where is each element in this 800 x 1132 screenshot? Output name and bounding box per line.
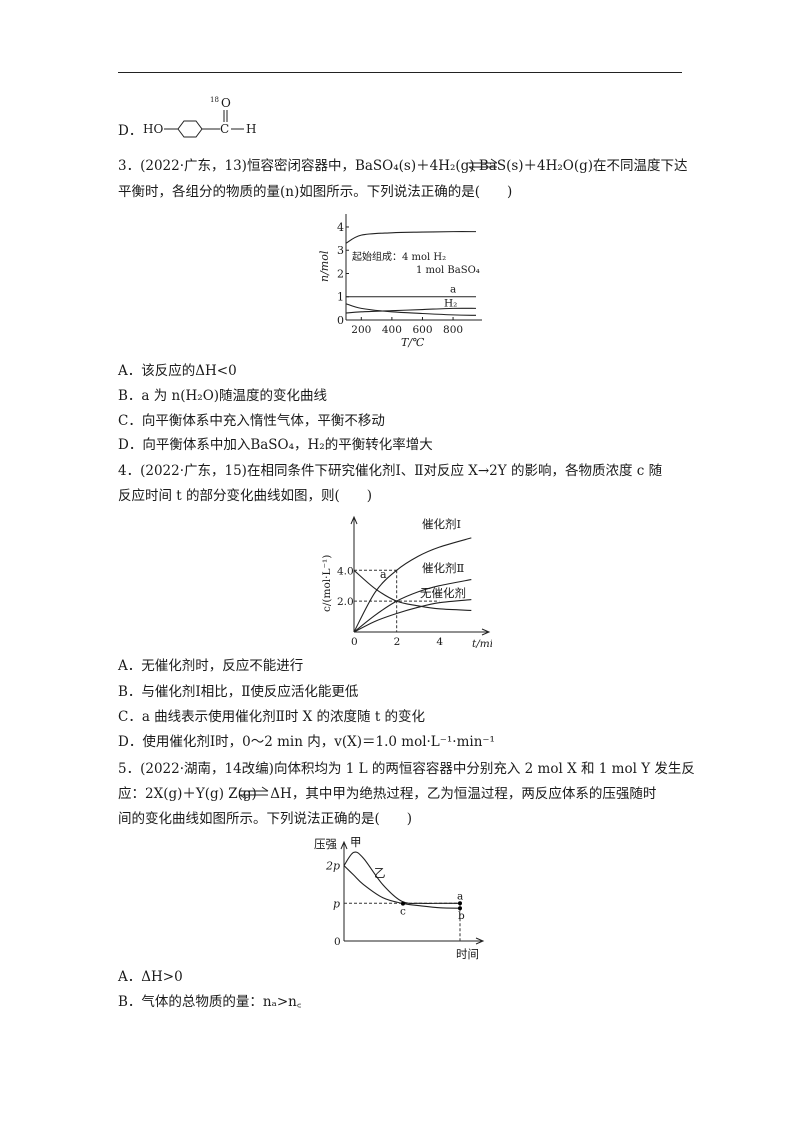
x-axis-title: T/℃ xyxy=(401,336,425,349)
y-axis-title: n/mol xyxy=(318,250,331,282)
q4-line2: 反应时间 t 的部分变化曲线如图，则( ) xyxy=(118,488,373,504)
q4-option-a: A．无催化剂时，反应不能进行 xyxy=(118,658,304,674)
q2-option-d-label: D． xyxy=(118,123,143,139)
series-label-cat1: 催化剂Ⅰ xyxy=(422,517,461,531)
series-line-0 xyxy=(345,231,477,244)
x-tick-label: 400 xyxy=(382,324,402,336)
series-label-cat2: 催化剂Ⅱ xyxy=(422,561,464,575)
series-line-1 xyxy=(353,579,472,633)
y-tick-label: 3 xyxy=(337,244,344,257)
y-tick-label: 4 xyxy=(337,221,344,234)
y-tick-0: 0 xyxy=(334,936,341,948)
header-rule xyxy=(118,72,682,73)
x-tick-label: 600 xyxy=(412,324,432,336)
q3-option-d: D．向平衡体系中加入BaSO₄，H₂的平衡转化率增大 xyxy=(118,437,433,453)
q3-line1: 3．(2022·广东，13)恒容密闭容器中，BaSO₄(s)＋4H₂(g) Ba… xyxy=(118,158,688,174)
series-line-0 xyxy=(343,851,460,904)
series-line-3 xyxy=(353,569,472,611)
y-tick-p: p xyxy=(333,897,340,910)
y-tick-label: 0 xyxy=(337,314,344,327)
y-axis-title: c/(mol·L⁻¹) xyxy=(321,555,333,612)
series-label-jia: 甲 xyxy=(350,835,362,849)
point-label-c: c xyxy=(400,906,406,918)
y-axis-arrow xyxy=(350,515,358,525)
x-axis-arrow xyxy=(481,628,491,636)
struct-o: O xyxy=(221,96,231,110)
equilibrium-arrow-2 xyxy=(239,786,269,800)
series-label-h2: H₂ xyxy=(444,298,457,310)
point-label-b: b xyxy=(458,910,465,922)
series-line-2 xyxy=(345,303,477,316)
x-tick-label: 0 xyxy=(351,636,358,648)
y-axis-arrow xyxy=(340,840,348,850)
series-line-1 xyxy=(343,865,461,909)
x-axis-title: t/min xyxy=(472,638,492,650)
y-tick-label: 4.0 xyxy=(337,565,354,577)
q4-option-c: C．a 曲线表示使用催化剂Ⅱ时 X 的浓度随 t 的变化 xyxy=(118,709,426,725)
chart-c-vs-t: 2.0 4.0 0 2 4 t/min c/(mol·L⁻¹) 催化剂Ⅰ 催化剂Ⅱ 无催化剂 a xyxy=(321,515,492,650)
x-tick-label: 800 xyxy=(443,324,463,336)
q3-option-a: A．该反应的ΔH<0 xyxy=(118,363,237,379)
point-a xyxy=(458,901,462,906)
benzene-ring xyxy=(177,120,203,138)
point-b xyxy=(458,906,462,911)
struct-ho: HO xyxy=(143,122,163,136)
x-axis-title: 时间 xyxy=(456,947,479,961)
q5-option-a: A．ΔH>0 xyxy=(118,969,183,985)
struct-c: C xyxy=(220,122,229,136)
annotation-line1: 起始组成：4 mol H₂ xyxy=(352,250,446,263)
q5-line2: 应：2X(g)＋Y(g) Z(g) ΔH，其中甲为绝热过程，乙为恒温过程，两反应… xyxy=(118,786,657,802)
x-tick-label: 4 xyxy=(436,636,443,648)
y-tick-2p: 2p xyxy=(325,860,340,873)
equilibrium-arrow xyxy=(468,158,498,172)
q3-option-c: C．向平衡体系中充入惰性气体，平衡不移动 xyxy=(118,413,385,429)
q5-line1: 5．(2022·湖南，14改编)向体积均为 1 L 的两恒容容器中分别充入 2 … xyxy=(118,761,695,777)
series-line-3 xyxy=(345,307,477,314)
q5-line3: 间的变化曲线如图所示。下列说法正确的是( ) xyxy=(118,811,413,827)
q3-option-b: B．a 为 n(H₂O)随温度的变化曲线 xyxy=(118,388,328,404)
series-line-2 xyxy=(353,599,472,633)
struct-isotope: 18 xyxy=(210,96,219,104)
y-tick-label: 1 xyxy=(337,291,344,304)
y-tick-label: 2.0 xyxy=(337,596,354,608)
x-tick-label: 200 xyxy=(351,324,371,336)
q4-line1: 4．(2022·广东，15)在相同条件下研究催化剂Ⅰ、Ⅱ对反应 X→2Y 的影响… xyxy=(118,463,663,479)
series-label-yi: 乙 xyxy=(374,866,386,880)
q5-option-b: B．气体的总物质的量：nₐ>n꜀ xyxy=(118,994,302,1010)
x-axis-arrow xyxy=(475,937,485,945)
point-c xyxy=(400,901,405,906)
series-label-a: a xyxy=(380,568,387,581)
q3-line2: 平衡时，各组分的物质的量(n)如图所示。下列说法正确的是( ) xyxy=(118,184,513,200)
q4-option-d: D．使用催化剂Ⅰ时，0～2 min 内，v(X)＝1.0 mol·L⁻¹·min… xyxy=(118,734,495,750)
q4-option-b: B．与催化剂Ⅰ相比，Ⅱ使反应活化能更低 xyxy=(118,684,359,700)
series-label-none: 无催化剂 xyxy=(420,586,466,600)
series-line-0 xyxy=(353,537,472,633)
struct-h: H xyxy=(246,122,256,136)
y-axis-title: 压强 xyxy=(314,837,337,851)
series-label-a: a xyxy=(450,284,456,296)
y-tick-label: 2 xyxy=(337,267,344,280)
x-tick-label: 2 xyxy=(394,636,401,648)
annotation-line2: 1 mol BaSO₄ xyxy=(416,265,480,276)
q2-structure: HO C H 18 O xyxy=(143,96,256,138)
point-label-a: a xyxy=(457,890,463,902)
chart-n-vs-T: 0 1 2 3 4 200 400 600 800 T/℃ n/mol 起始组成：4 mol H₂ 1 … xyxy=(318,214,482,349)
